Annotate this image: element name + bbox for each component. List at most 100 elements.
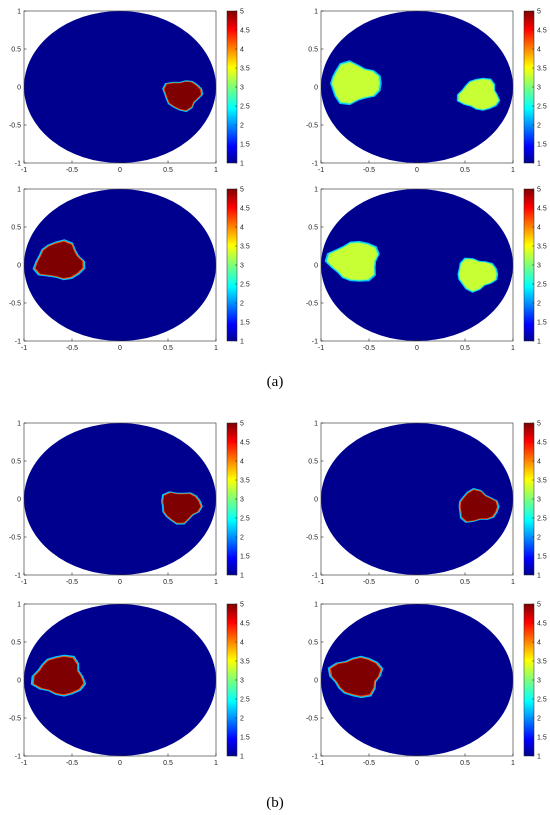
x-tick-label: -0.5 [66,167,78,174]
x-tick-label: -1 [318,579,324,586]
x-tick-label: -0.5 [66,760,78,767]
colorbar-tick-label: 2 [240,301,244,308]
inclusion-1 [164,81,201,111]
colorbar-tick-label: 2 [537,301,541,308]
y-tick-label: 0.5 [308,640,318,647]
y-tick-label: 0 [314,678,318,685]
colorbar-tick-label: 1.5 [240,735,250,742]
x-tick-label: 0.5 [460,760,470,767]
y-tick-label: 1 [314,421,318,428]
colorbar-tick-label: 3 [537,678,541,685]
y-tick-label: 1 [17,9,21,16]
x-tick-label: 1 [511,345,515,352]
y-tick-label: -0.5 [9,123,21,130]
x-tick-label: 0 [415,760,419,767]
colorbar-tick-label: 4.5 [240,206,250,213]
colorbar-tick-label: 4.5 [240,440,250,447]
colorbar-tick-label: 2 [537,716,541,723]
colorbar-tick-label: 4.5 [537,621,547,628]
y-tick-label: -1 [15,573,21,580]
y-tick-label: 0.5 [308,459,318,466]
inclusion-1 [35,241,83,279]
caption-b: (b) [266,795,284,811]
y-tick-label: 0 [314,263,318,270]
colorbar-tick-label: 1.5 [240,320,250,327]
inclusion-2 [459,259,496,291]
colorbar-tick-label: 1 [240,161,244,168]
colorbar-tick-label: 2.5 [240,516,250,523]
domain-disc [321,423,513,575]
y-tick-label: 1 [17,421,21,428]
colorbar-tick-label: 2.5 [537,104,547,111]
colorbar-tick-label: 2 [537,535,541,542]
colorbar-tick-label: 4 [240,47,244,54]
inclusion-1 [33,656,84,695]
y-tick-label: -1 [312,754,318,761]
y-tick-label: 0 [314,497,318,504]
colorbar-tick-label: 1 [537,754,541,761]
x-tick-label: 0.5 [460,167,470,174]
domain-disc [321,11,513,163]
x-tick-label: -0.5 [66,579,78,586]
x-tick-label: 1 [214,579,218,586]
x-tick-label: 0 [415,579,419,586]
x-tick-label: 0.5 [460,579,470,586]
domain-disc [24,189,216,341]
x-tick-label: 0.5 [163,760,173,767]
colorbar-tick-label: 4 [537,225,541,232]
colorbar-tick-label: 3.5 [537,659,547,666]
colorbar-tick-label: 5 [537,602,541,609]
domain-disc [24,11,216,163]
plots-layer: -1 -0.5 0 0.5 1 -1 -0.5 0 0.5 1 1 1.5 2 2.5 3 3.5 4 4.5 5 -… [9,9,547,768]
inclusion-1 [332,62,379,103]
colorbar-tick-label: 3.5 [240,478,250,485]
colorbar-tick-label: 3.5 [240,659,250,666]
x-tick-label: 0 [415,167,419,174]
y-tick-label: 0.5 [11,47,21,54]
x-tick-label: 1 [214,167,218,174]
x-tick-label: -1 [21,167,27,174]
colorbar-tick-label: 5 [537,9,541,16]
x-tick-label: -1 [318,167,324,174]
colorbar-tick-label: 1 [240,754,244,761]
colorbar-tick-label: 2 [537,123,541,130]
colorbar-tick-label: 3 [240,497,244,504]
colorbar-tick-label: 1.5 [537,735,547,742]
y-tick-label: -0.5 [306,301,318,308]
x-tick-label: 0 [118,167,122,174]
inclusion-2 [459,79,499,109]
colorbar-tick-label: 4.5 [240,621,250,628]
y-tick-label: 0.5 [308,47,318,54]
colorbar-tick-label: 1 [537,161,541,168]
colorbar-tick-label: 5 [240,187,244,194]
y-tick-label: 0.5 [11,640,21,647]
colorbar-tick-label: 3 [537,85,541,92]
colorbar-tick-label: 2.5 [537,516,547,523]
x-tick-label: 0 [118,760,122,767]
y-tick-label: -1 [15,754,21,761]
colorbar-tick-label: 2 [240,123,244,130]
colorbar-tick-label: 5 [240,602,244,609]
x-tick-label: 0 [118,345,122,352]
y-tick-label: 0 [17,263,21,270]
x-tick-label: -1 [318,760,324,767]
x-tick-label: 0.5 [460,345,470,352]
colorbar-tick-label: 3 [240,263,244,270]
x-tick-label: 1 [214,345,218,352]
x-tick-label: -1 [318,345,324,352]
y-tick-label: 0 [314,85,318,92]
colorbar-tick-label: 3 [537,263,541,270]
x-tick-label: -0.5 [66,345,78,352]
colorbar-tick-label: 3 [537,497,541,504]
caption-a: (a) [267,374,284,390]
colorbar-tick-label: 3.5 [537,244,547,251]
y-tick-label: 1 [314,9,318,16]
y-tick-label: 1 [17,187,21,194]
colorbar-tick-label: 1.5 [537,142,547,149]
colorbar-tick-label: 2.5 [537,697,547,704]
colorbar-tick-label: 1.5 [240,554,250,561]
y-tick-label: -0.5 [9,301,21,308]
y-tick-label: -0.5 [9,535,21,542]
colorbar-tick-label: 5 [537,187,541,194]
inclusion-1 [327,243,378,280]
